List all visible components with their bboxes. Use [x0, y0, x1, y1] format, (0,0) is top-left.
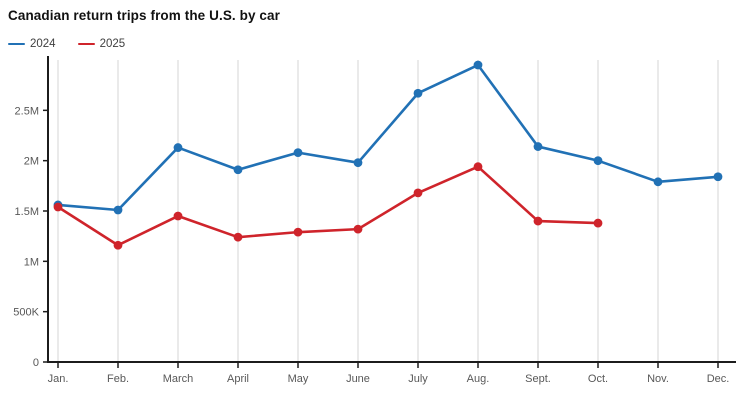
data-point-2025-Oct.	[593, 218, 603, 228]
data-point-2024-March	[173, 143, 183, 152]
data-point-2024-July	[413, 88, 423, 98]
data-point-2025-Sept.	[533, 216, 543, 226]
legend-swatch-2024	[8, 42, 25, 46]
data-point-2025-April	[233, 232, 243, 242]
data-point-2024-May	[293, 148, 303, 158]
legend-label-2025: 2025	[99, 38, 126, 50]
data-point-2025-Aug.	[473, 162, 483, 172]
x-tick-label: Sept.	[525, 373, 551, 385]
chart-title: Canadian return trips from the U.S. by c…	[8, 8, 281, 23]
legend-item-2024: 2024	[8, 38, 56, 50]
x-tick-label: May	[288, 373, 309, 385]
chart-legend: 2024 2025	[8, 38, 125, 50]
legend-label-2024: 2024	[30, 38, 56, 50]
data-point-2024-Dec.	[713, 172, 723, 182]
gridlines	[57, 60, 719, 362]
data-point-2025-July	[413, 188, 423, 198]
legend-item-2025: 2025	[77, 38, 126, 50]
data-point-2024-Oct.	[593, 156, 603, 166]
legend-swatch-2025	[77, 42, 95, 46]
x-tick-label: July	[408, 373, 428, 385]
series-2024	[53, 60, 723, 215]
x-tick-label: March	[163, 373, 194, 385]
y-tick-label: 1.5M	[15, 206, 39, 218]
data-point-2025-March	[173, 211, 183, 221]
x-axis-ticks: Jan. Feb. March April May June July Aug. Sept. Oc…	[48, 363, 730, 385]
x-tick-label: Jan.	[48, 373, 69, 385]
x-tick-label: April	[227, 373, 249, 385]
data-point-2025-June	[353, 224, 363, 234]
data-point-2025-May	[293, 227, 303, 237]
data-point-2024-June	[353, 158, 363, 168]
x-tick-label: Feb.	[107, 373, 129, 385]
series-2025	[53, 162, 603, 250]
x-tick-label: Nov.	[647, 373, 669, 385]
x-tick-label: Oct.	[588, 373, 608, 385]
data-point-2025-Jan.	[53, 202, 63, 212]
data-point-2025-Feb.	[113, 240, 123, 250]
data-point-2024-Feb.	[113, 205, 123, 215]
series-line-2024	[56, 63, 720, 212]
data-point-2024-April	[233, 165, 243, 175]
y-tick-label: 1M	[24, 256, 39, 268]
y-tick-label: 2.5M	[15, 105, 39, 117]
x-tick-label: Dec.	[707, 373, 730, 385]
series-line-2025	[56, 165, 600, 247]
x-tick-label: Aug.	[467, 373, 490, 385]
y-axis-ticks: 0 500K 1M 1.5M 2M 2.5M	[13, 105, 48, 369]
x-tick-label: June	[346, 373, 370, 385]
y-tick-label: 500K	[13, 307, 39, 319]
data-point-2024-Nov.	[653, 177, 663, 187]
y-tick-label: 2M	[24, 156, 39, 168]
y-tick-label: 0	[33, 357, 39, 369]
data-point-2024-Aug.	[473, 60, 483, 70]
data-point-2024-Sept.	[533, 142, 543, 151]
